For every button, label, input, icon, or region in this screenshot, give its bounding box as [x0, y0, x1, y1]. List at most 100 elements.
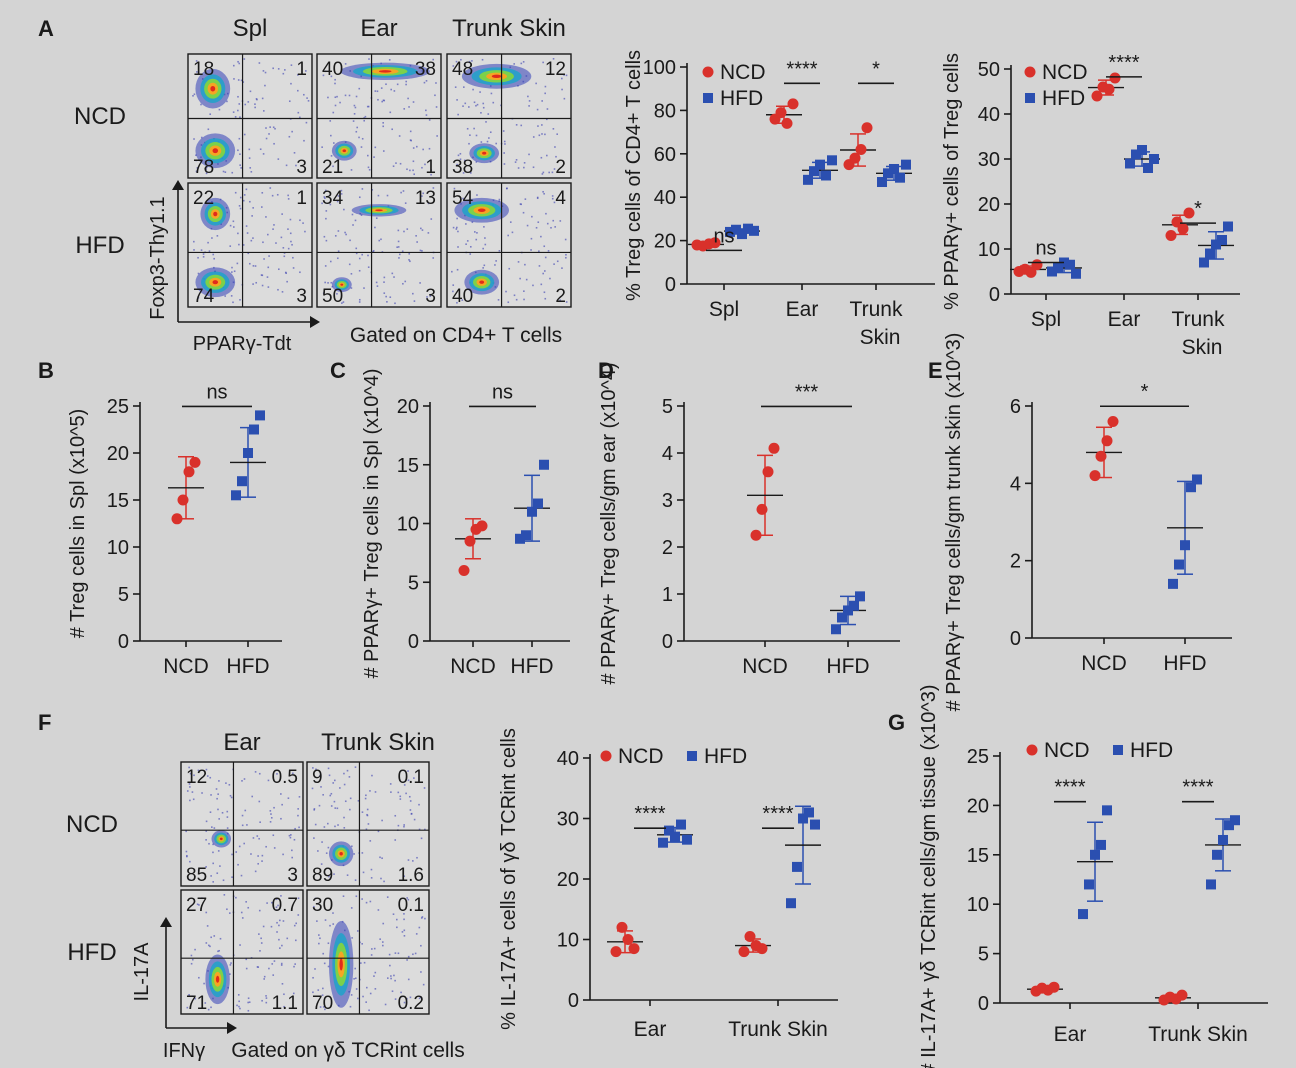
- event-dot: [544, 85, 547, 88]
- event-dot: [324, 70, 327, 73]
- event-dot: [384, 1003, 387, 1006]
- event-dot: [218, 949, 221, 952]
- event-dot: [228, 783, 231, 786]
- legend-label: HFD: [720, 87, 763, 110]
- event-dot: [231, 876, 233, 878]
- chart-a3: 0 10 20 30 40 50 Spl Ear Trunk Skin % PPARγ+ cells…: [941, 52, 1240, 359]
- event-dot: [403, 824, 405, 826]
- y-tick-label: 20: [978, 194, 1000, 216]
- event-dot: [213, 257, 215, 260]
- event-dot: [320, 863, 323, 865]
- event-dot: [282, 920, 285, 922]
- ncd-point: [744, 930, 756, 942]
- event-dot: [325, 217, 327, 220]
- event-dot: [456, 163, 458, 166]
- event-dot: [474, 231, 476, 233]
- event-dot: [270, 925, 273, 928]
- event-dot: [397, 240, 400, 243]
- event-dot: [424, 163, 426, 166]
- event-dot: [290, 64, 293, 66]
- event-dot: [197, 296, 200, 299]
- event-dot: [367, 154, 369, 157]
- event-dot: [240, 874, 243, 877]
- event-dot: [407, 779, 410, 782]
- event-dot: [193, 240, 195, 243]
- row-label: NCD: [74, 103, 126, 130]
- event-dot: [235, 851, 238, 853]
- event-dot: [412, 101, 415, 103]
- event-dot: [517, 261, 520, 263]
- event-dot: [332, 923, 335, 925]
- event-dot: [464, 102, 467, 105]
- event-dot: [271, 963, 274, 965]
- event-dot: [208, 250, 211, 252]
- flow-plot: 9 0.1 89 1.6: [306, 761, 430, 887]
- event-dot: [483, 226, 485, 228]
- event-dot: [324, 1008, 326, 1011]
- event-dot: [397, 824, 400, 827]
- event-dot: [275, 906, 278, 909]
- hfd-point: [1180, 540, 1190, 551]
- event-dot: [397, 229, 400, 232]
- event-dot: [244, 103, 247, 106]
- event-dot: [241, 917, 244, 919]
- event-dot: [403, 230, 405, 233]
- hfd-point: [1071, 268, 1081, 279]
- event-dot: [505, 290, 507, 293]
- y-tick-label: 20: [557, 869, 579, 891]
- event-dot: [523, 166, 525, 169]
- event-dot: [507, 301, 510, 304]
- event-dot: [400, 995, 403, 998]
- event-dot: [455, 228, 458, 230]
- x-tick-label: Ear: [1054, 1023, 1087, 1046]
- quadrant-ur: 0.1: [398, 767, 424, 788]
- event-dot: [330, 75, 333, 78]
- event-dot: [353, 113, 356, 115]
- event-dot: [532, 166, 535, 169]
- event-dot: [382, 99, 385, 102]
- x-tick-label: Trunk Skin: [1148, 1023, 1248, 1046]
- event-dot: [334, 825, 336, 828]
- event-dot: [391, 272, 394, 275]
- event-dot: [367, 105, 370, 108]
- event-dot: [509, 221, 512, 223]
- event-dot: [381, 857, 383, 860]
- event-dot: [217, 808, 219, 811]
- event-dot: [231, 171, 234, 174]
- event-dot: [409, 260, 411, 263]
- event-dot: [465, 243, 467, 245]
- event-dot: [276, 931, 278, 933]
- hfd-point: [515, 533, 525, 544]
- event-dot: [292, 256, 294, 259]
- event-dot: [399, 798, 402, 800]
- event-dot: [206, 925, 209, 927]
- event-dot: [460, 58, 462, 61]
- event-dot: [324, 197, 326, 200]
- event-dot: [212, 881, 215, 883]
- event-dot: [273, 960, 276, 962]
- event-dot: [381, 100, 383, 103]
- event-dot: [469, 245, 472, 248]
- event-dot: [262, 153, 265, 155]
- hfd-point: [539, 459, 549, 470]
- y-tick-label: 1: [662, 584, 673, 606]
- event-dot: [192, 798, 195, 801]
- event-dot: [263, 978, 265, 980]
- event-dot: [396, 926, 398, 929]
- event-dot: [418, 997, 421, 1000]
- event-dot: [466, 127, 469, 130]
- event-dot: [191, 958, 194, 961]
- y-tick-label: 0: [662, 631, 673, 653]
- event-dot: [515, 159, 518, 161]
- event-dot: [394, 814, 397, 817]
- event-dot: [360, 962, 362, 964]
- event-dot: [354, 106, 357, 109]
- hfd-point: [1143, 163, 1153, 173]
- y-tick-label: 20: [967, 795, 989, 817]
- event-dot: [277, 68, 280, 70]
- event-dot: [298, 826, 300, 829]
- event-dot: [287, 194, 289, 197]
- event-dot: [339, 787, 341, 789]
- event-dot: [357, 800, 360, 802]
- flow-plot: 48 12 38 2: [446, 53, 572, 179]
